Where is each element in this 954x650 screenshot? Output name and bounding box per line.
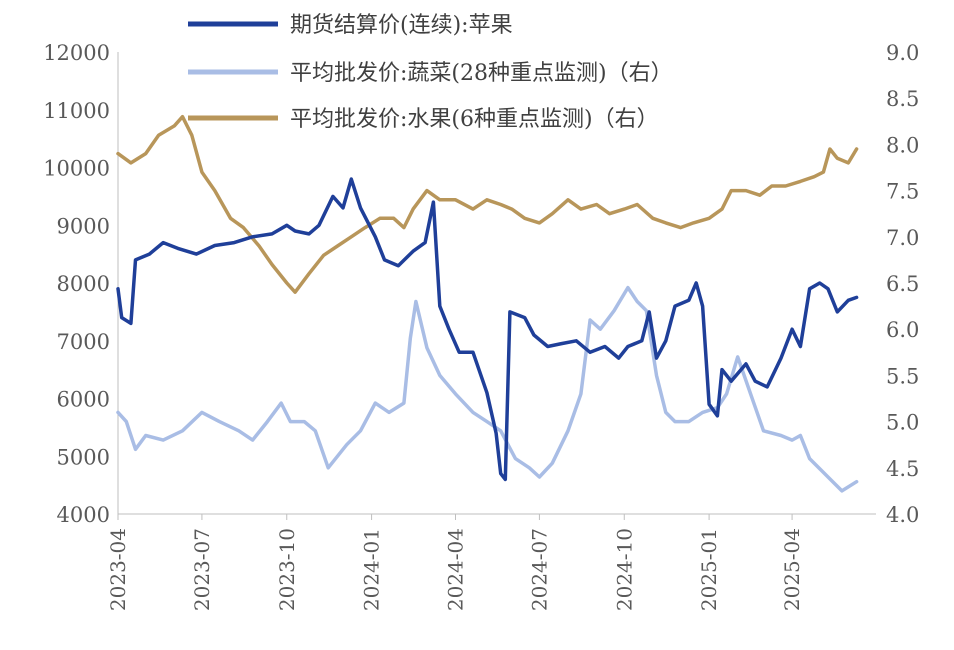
y-left-tick-label: 10000	[43, 157, 110, 181]
y-left-tick-label: 11000	[43, 99, 110, 123]
series-line-fruit-price	[116, 114, 859, 294]
legend: 期货结算价(连续):苹果 平均批发价:蔬菜(28种重点监测)（右） 平均批发价:…	[188, 13, 673, 132]
y-right-tick-label: 8.0	[886, 133, 919, 157]
y-right-tick-label: 4.5	[886, 457, 919, 481]
y-left-tick-label: 4000	[57, 503, 110, 527]
y-right-tick-label: 8.5	[886, 87, 919, 111]
x-tick-label: 2024-04	[444, 528, 468, 611]
y-left-tick-label: 12000	[43, 41, 110, 65]
y-right-tick-label: 5.5	[886, 364, 919, 388]
y-left-tick-label: 9000	[57, 214, 110, 238]
x-tick-label: 2024-10	[612, 528, 636, 611]
x-tick-label: 2023-10	[275, 528, 299, 611]
y-right-tick-label: 7.5	[886, 180, 919, 204]
y-right-tick-label: 7.0	[886, 226, 919, 250]
series-line-vegetable-price	[116, 285, 859, 493]
y-left-tick-label: 6000	[57, 388, 110, 412]
y-right-tick-label: 4.0	[886, 503, 919, 527]
legend-label-vegetable-price: 平均批发价:蔬菜(28种重点监测)（右）	[290, 61, 673, 86]
x-tick-label: 2024-07	[527, 528, 551, 611]
x-tick-label: 2023-07	[190, 528, 214, 611]
y-right-tick-label: 6.5	[886, 272, 919, 296]
y-left-tick-label: 7000	[57, 330, 110, 354]
y-right-tick-label: 6.0	[886, 318, 919, 342]
y-right-tick-label: 5.0	[886, 411, 919, 435]
y-right-tick-label: 9.0	[886, 41, 919, 65]
x-tick-label: 2025-04	[780, 528, 804, 611]
series-line-apple-futures	[116, 177, 859, 482]
axes: 4000 5000 6000 7000 8000 9000 10000 11000 12000 4…	[43, 41, 919, 611]
x-tick-label: 2024-01	[360, 528, 384, 611]
y-left-tick-label: 5000	[57, 445, 110, 469]
x-tick-label: 2023-04	[106, 528, 130, 611]
y-left-tick-label: 8000	[57, 272, 110, 296]
series-layer	[116, 114, 859, 493]
x-tick-label: 2025-01	[697, 528, 721, 611]
legend-label-apple-futures: 期货结算价(连续):苹果	[290, 13, 513, 38]
legend-label-fruit-price: 平均批发价:水果(6种重点监测)（右）	[290, 107, 659, 132]
